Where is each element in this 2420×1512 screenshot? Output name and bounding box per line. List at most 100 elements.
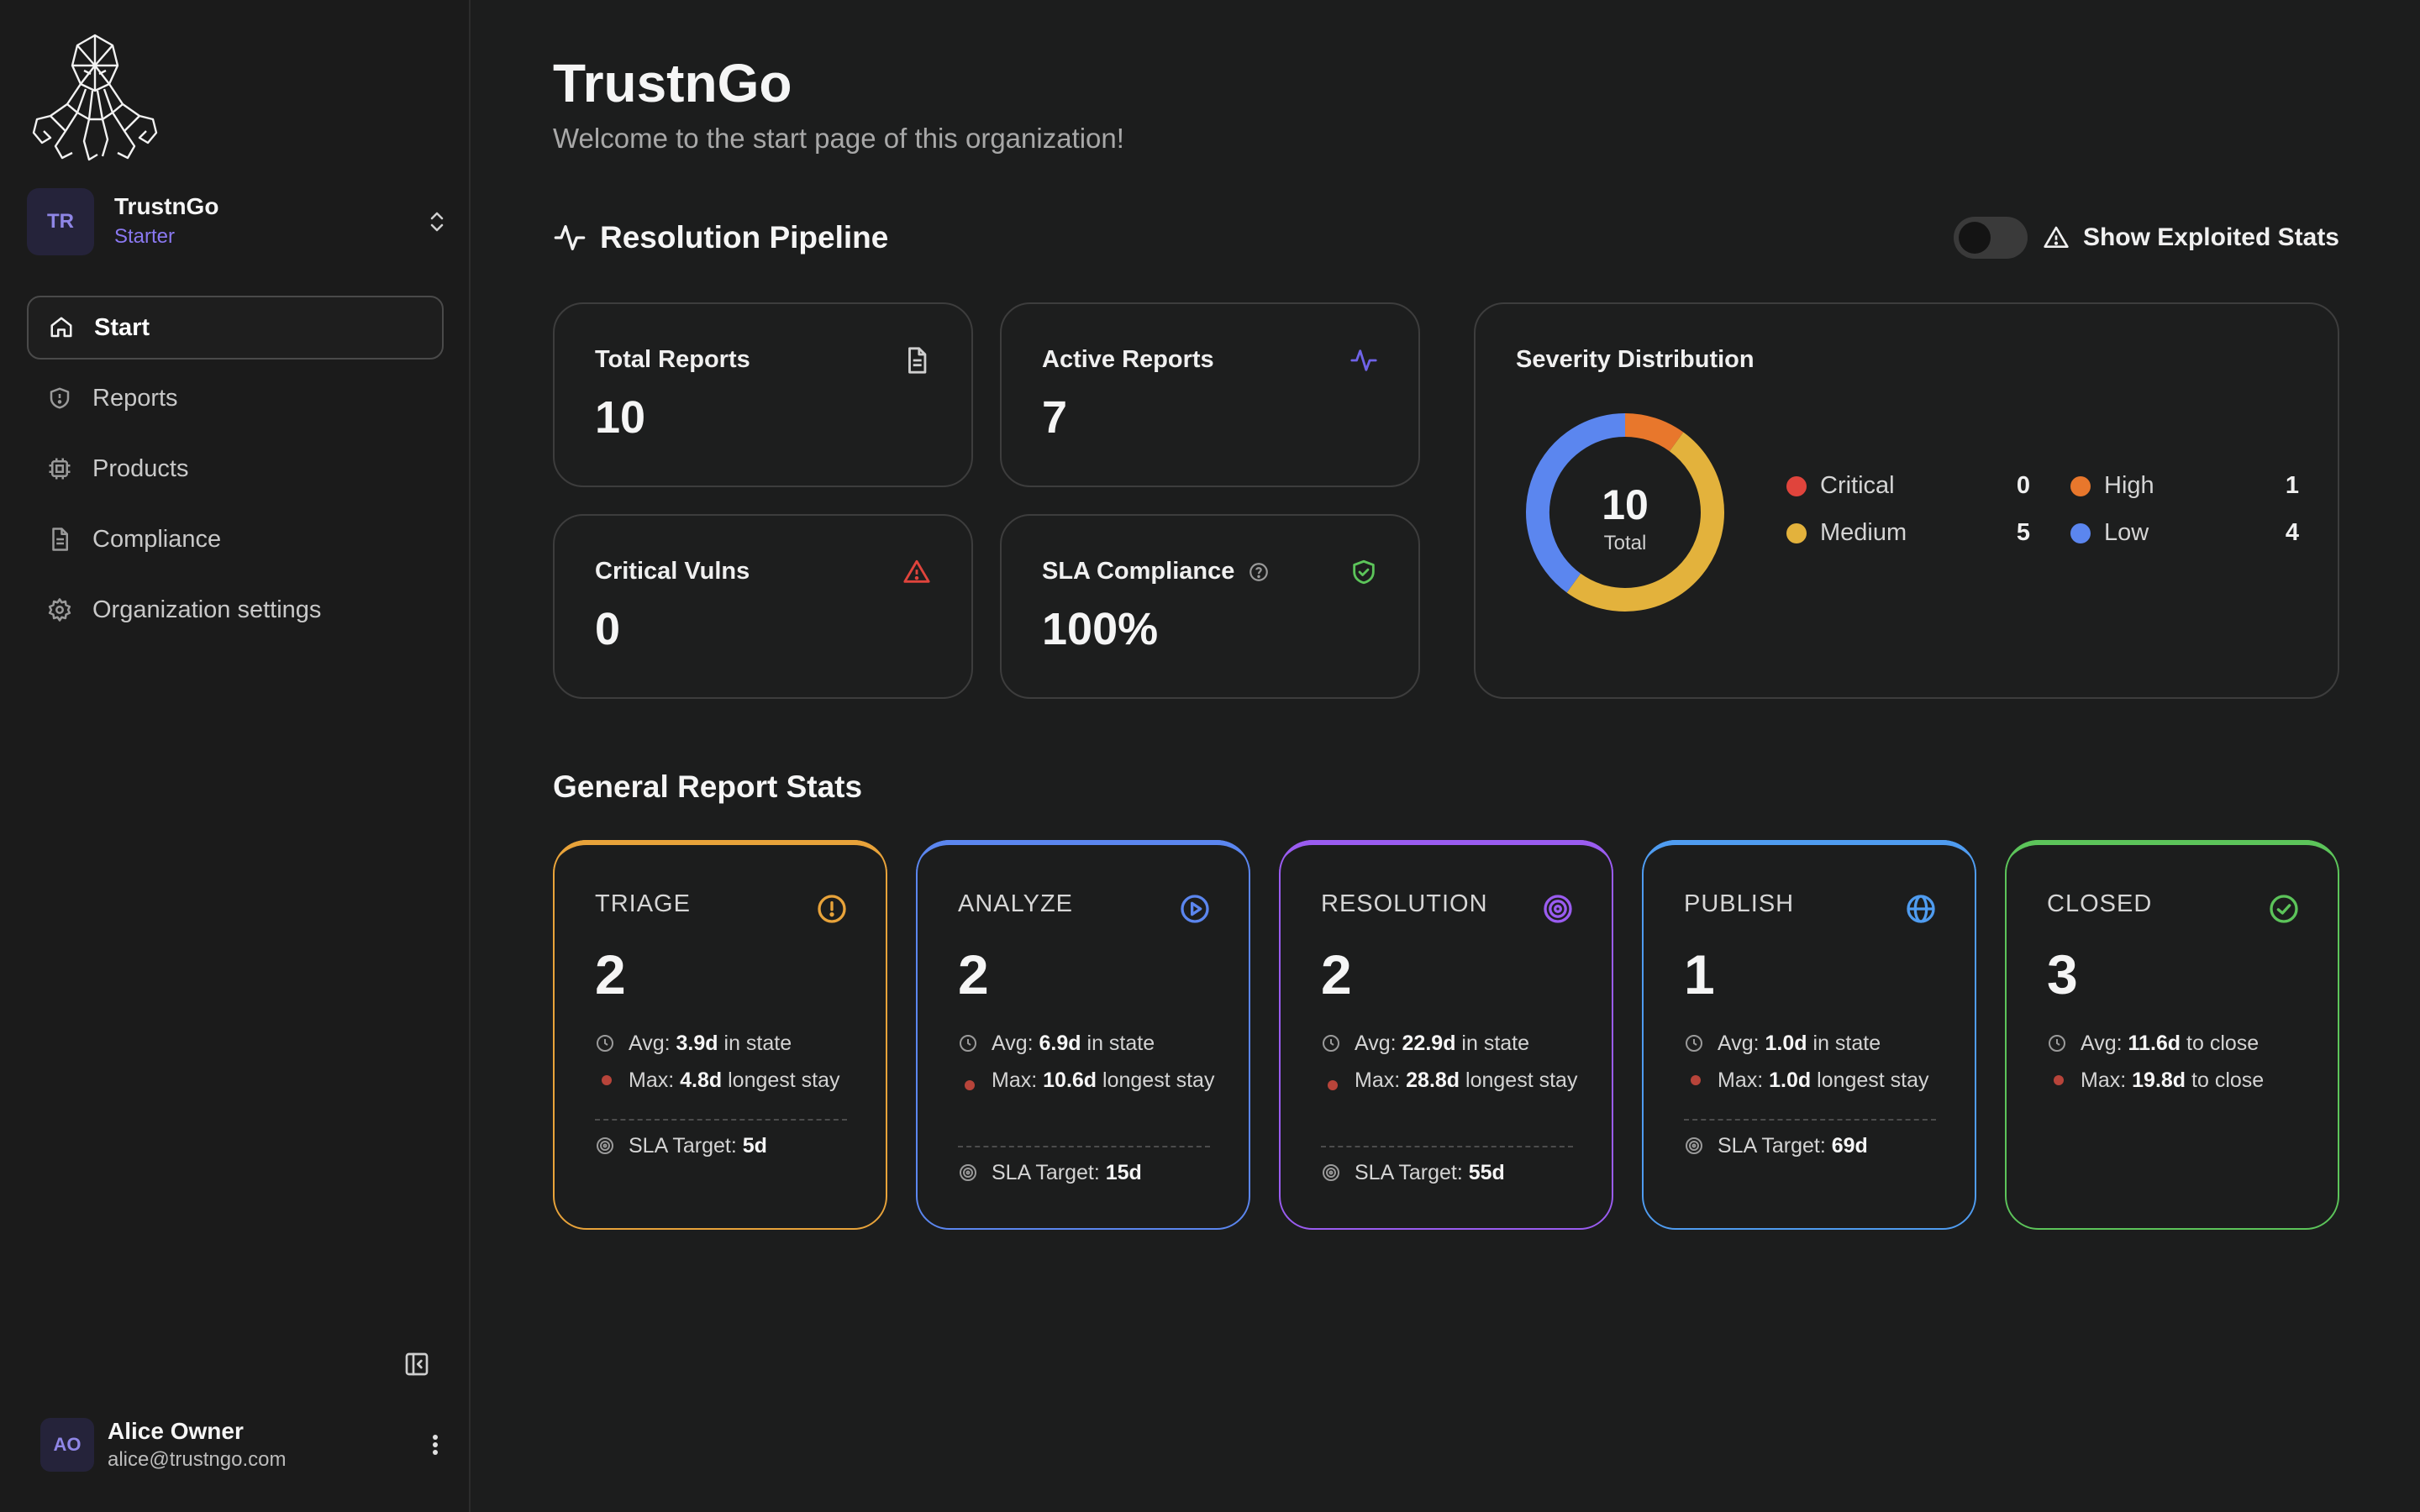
sidebar-item-compliance[interactable]: Compliance: [27, 507, 444, 571]
divider: [958, 1146, 1210, 1147]
target-icon: [1323, 1164, 1339, 1181]
max-suffix: longest stay: [1102, 1068, 1215, 1092]
total-reports-card: Total Reports 10: [553, 302, 973, 487]
severity-donut-chart: 10 Total: [1526, 413, 1724, 612]
severity-distribution-card: Severity Distribution 10 Total Critical …: [1474, 302, 2339, 699]
section-title-general-report-stats: General Report Stats: [553, 769, 863, 804]
avg-suffix: in state: [723, 1032, 792, 1055]
warning-triangle-icon: [2044, 226, 2069, 248]
sidebar-item-organization-settings[interactable]: Organization settings: [27, 578, 444, 642]
clock-icon: [1686, 1035, 1702, 1052]
more-vertical-icon[interactable]: [427, 1430, 444, 1460]
sidebar-nav: Start Reports Products Compliance Organi…: [27, 296, 444, 648]
clock-icon: [597, 1035, 613, 1052]
avg-prefix: Avg:: [2081, 1032, 2123, 1055]
legend-count: 0: [2016, 472, 2030, 499]
stage-sla: SLA Target: 15d: [958, 1159, 1244, 1186]
donut-segment-medium: [1566, 432, 1724, 612]
stage-name: TRIAGE: [595, 890, 691, 917]
sla-prefix: SLA Target:: [1718, 1134, 1826, 1158]
max-prefix: Max:: [1355, 1068, 1401, 1092]
stat-value: 100%: [1042, 604, 1159, 654]
donut-segment-low: [1526, 413, 1626, 593]
avg-suffix: to close: [2186, 1032, 2260, 1055]
stat-label: Critical Vulns: [595, 558, 750, 585]
stat-label-text: Total Reports: [595, 346, 750, 373]
stage-max: Max: 4.8d longest stay: [595, 1067, 881, 1094]
toggle-label: Show Exploited Stats: [2082, 223, 2339, 251]
avg-value: 22.9d: [1402, 1032, 1456, 1055]
help-circle-icon[interactable]: [1248, 561, 1270, 583]
sla-compliance-card: SLA Compliance 100%: [1000, 514, 1420, 699]
document-icon: [908, 347, 927, 374]
check-circle-icon: [2270, 895, 2298, 923]
avg-value: 11.6d: [2128, 1032, 2181, 1055]
max-value: 28.8d: [1406, 1068, 1460, 1092]
user-name: Alice Owner: [108, 1418, 244, 1444]
target-icon: [1686, 1137, 1702, 1154]
avg-prefix: Avg:: [1355, 1032, 1397, 1055]
stat-label: Active Reports: [1042, 346, 1214, 374]
home-icon: [50, 317, 72, 338]
avg-value: 3.9d: [676, 1032, 718, 1055]
red-dot-icon: [1328, 1080, 1338, 1090]
target-icon: [597, 1137, 613, 1154]
stage-card-triage[interactable]: TRIAGE 2 Avg: 3.9d in state Max: 4.8d lo…: [553, 840, 887, 1230]
org-name: TrustnGo: [114, 193, 219, 219]
sidebar-item-label: Start: [94, 313, 150, 341]
stat-value: 7: [1042, 392, 1068, 443]
stage-card-closed[interactable]: CLOSED 3 Avg: 11.6d to close Max: 19.8d …: [2005, 840, 2339, 1230]
avg-suffix: in state: [1812, 1032, 1881, 1055]
collapse-sidebar-icon[interactable]: [403, 1351, 430, 1378]
legend-label: Critical: [1820, 472, 1895, 499]
donut-segment-high: [1624, 413, 1684, 452]
legend-dot: [1786, 475, 1807, 496]
stage-count: 2: [1321, 943, 1352, 1005]
avg-prefix: Avg:: [1718, 1032, 1760, 1055]
exploited-stats-toggle[interactable]: [1953, 217, 2028, 259]
max-suffix: longest stay: [1465, 1068, 1578, 1092]
stage-avg: Avg: 1.0d in state: [1684, 1030, 1970, 1057]
stage-card-resolution[interactable]: RESOLUTION 2 Avg: 22.9d in state Max: 28…: [1279, 840, 1613, 1230]
max-prefix: Max:: [2081, 1068, 2127, 1092]
avg-prefix: Avg:: [629, 1032, 671, 1055]
page-title: TrustnGo: [553, 53, 792, 113]
sidebar-item-start[interactable]: Start: [27, 296, 444, 360]
stage-card-publish[interactable]: PUBLISH 1 Avg: 1.0d in state Max: 1.0d l…: [1642, 840, 1976, 1230]
document-icon: [52, 528, 68, 551]
target-icon: [1544, 895, 1572, 923]
stage-sla: SLA Target: 5d: [595, 1132, 881, 1159]
legend-item-high: High: [2070, 472, 2154, 500]
legend-label: High: [2104, 472, 2154, 499]
max-value: 10.6d: [1043, 1068, 1097, 1092]
org-switcher[interactable]: TR TrustnGo Starter: [27, 188, 447, 255]
toggle-knob: [1958, 222, 1991, 254]
stage-card-analyze[interactable]: ANALYZE 2 Avg: 6.9d in state Max: 10.6d …: [916, 840, 1250, 1230]
stage-accent: [2005, 840, 2339, 874]
sidebar-item-reports[interactable]: Reports: [27, 366, 444, 430]
chevron-up-down-icon: [430, 212, 444, 232]
sidebar-item-label: Products: [92, 454, 189, 482]
stat-label: Total Reports: [595, 346, 750, 374]
legend-label: Low: [2104, 519, 2149, 546]
stage-avg: Avg: 22.9d in state: [1321, 1030, 1607, 1057]
sla-prefix: SLA Target:: [629, 1134, 737, 1158]
shield-icon: [50, 387, 70, 409]
red-dot-icon: [1691, 1075, 1701, 1085]
sidebar-item-products[interactable]: Products: [27, 437, 444, 501]
stage-max: Max: 1.0d longest stay: [1684, 1067, 1970, 1094]
stat-label-text: Active Reports: [1042, 346, 1214, 373]
stage-avg: Avg: 11.6d to close: [2047, 1030, 2333, 1057]
octopus-logo-icon: [32, 34, 158, 161]
activity-icon: [1350, 349, 1377, 371]
sla-prefix: SLA Target:: [992, 1161, 1100, 1184]
max-suffix: longest stay: [1817, 1068, 1929, 1092]
stage-max: Max: 28.8d longest stay: [1321, 1067, 1581, 1094]
stage-accent: [916, 840, 1250, 874]
red-dot-icon: [602, 1075, 612, 1085]
avg-value: 6.9d: [1039, 1032, 1081, 1055]
warning-triangle-icon: [903, 559, 930, 583]
stage-max: Max: 19.8d to close: [2047, 1067, 2333, 1094]
legend-dot: [2070, 522, 2091, 543]
user-profile[interactable]: AO Alice Owner alice@trustngo.com: [40, 1418, 444, 1472]
